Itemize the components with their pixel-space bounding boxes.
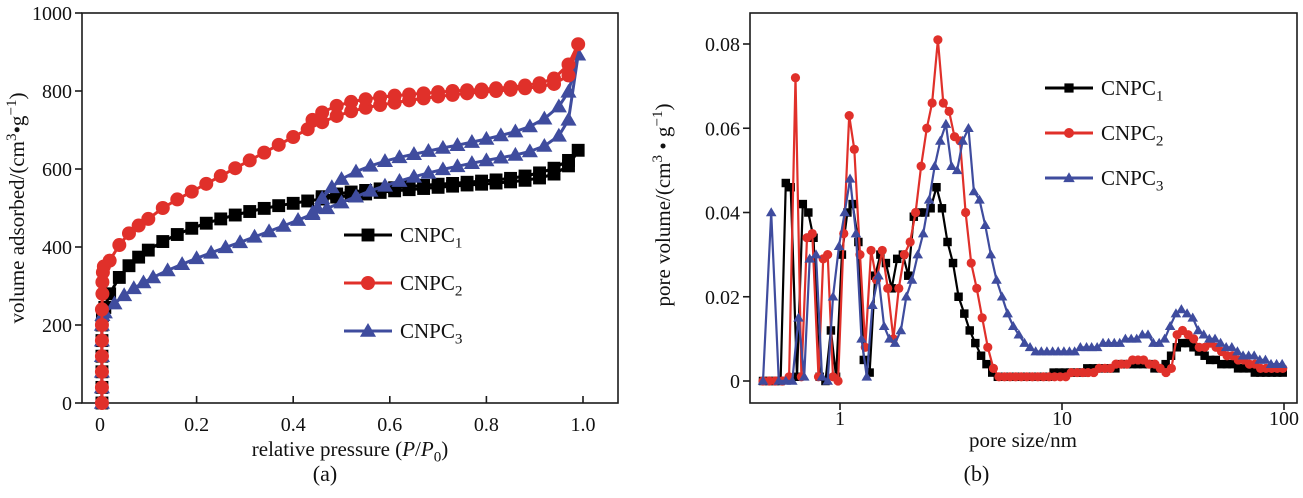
y-tick-label-a: 600 bbox=[42, 159, 72, 181]
series-CNPC3-b bbox=[757, 118, 1288, 385]
x-tick-label-a: 1.0 bbox=[571, 414, 596, 436]
y-axis-b: 0 0.02 0.04 0.06 0.08 bbox=[705, 34, 750, 393]
y-tick-label-b: 0.08 bbox=[705, 34, 740, 56]
x-axis-title-b: pore size/nm bbox=[969, 428, 1077, 452]
series-CNPC2-a bbox=[94, 37, 586, 410]
y-axis-title-a: volume adsorbed/(cm3•g−1) bbox=[4, 92, 29, 323]
legend-label-CNPC3-a: CNPC3 bbox=[400, 319, 462, 347]
y-tick-label-a: 1000 bbox=[32, 3, 72, 25]
legend-label-CNPC3-b: CNPC3 bbox=[1101, 166, 1163, 194]
panel-adsorption-isotherms: 0 0.2 0.4 0.6 0.8 1.0 0 200 400 600 800 1000 relativ… bbox=[0, 0, 650, 498]
pore-size-distribution-chart: 1 10 100 0 0.02 0.04 0.06 0.08 pore size/nm pore … bbox=[650, 12, 1299, 452]
caption-b: (b) bbox=[963, 461, 990, 486]
legend-b: CNPC1 CNPC2 CNPC3 bbox=[1045, 76, 1163, 194]
series-CNPC3-a bbox=[93, 46, 587, 409]
x-tick-label-a: 0.2 bbox=[184, 414, 209, 436]
legend-label-CNPC2-a: CNPC2 bbox=[400, 271, 462, 299]
legend-item-CNPC2-a: CNPC2 bbox=[344, 271, 462, 299]
y-tick-label-b: 0.02 bbox=[705, 287, 740, 309]
y-axis-a: 0 200 400 600 800 1000 bbox=[32, 3, 82, 415]
x-tick-label-b: 100 bbox=[1269, 408, 1299, 430]
y-tick-label-b: 0.04 bbox=[705, 203, 740, 225]
y-axis-title-b: pore volume/(cm3 • g−1) bbox=[650, 103, 675, 306]
panel-pore-size-distribution: 1 10 100 0 0.02 0.04 0.06 0.08 pore size/nm pore … bbox=[650, 0, 1303, 498]
legend-item-CNPC3-a: CNPC3 bbox=[344, 319, 462, 347]
y-tick-label-a: 400 bbox=[42, 237, 72, 259]
y-tick-label-b: 0.06 bbox=[705, 118, 740, 140]
x-tick-label-a: 0.6 bbox=[377, 414, 402, 436]
x-tick-label-b: 10 bbox=[1052, 408, 1072, 430]
legend-label-CNPC1-a: CNPC1 bbox=[400, 223, 462, 251]
x-tick-label-a: 0.8 bbox=[474, 414, 499, 436]
adsorption-isotherm-chart: 0 0.2 0.4 0.6 0.8 1.0 0 200 400 600 800 1000 relativ… bbox=[4, 3, 619, 465]
legend-item-CNPC2-b: CNPC2 bbox=[1045, 121, 1163, 149]
series-CNPC1-b bbox=[758, 178, 1287, 386]
legend-item-CNPC1-b: CNPC1 bbox=[1045, 76, 1163, 104]
x-axis-b: 1 10 100 bbox=[835, 403, 1299, 430]
x-axis-a: 0 0.2 0.4 0.6 0.8 1.0 bbox=[95, 396, 596, 436]
x-tick-label-a: 0.4 bbox=[281, 414, 306, 436]
y-tick-label-a: 200 bbox=[42, 315, 72, 337]
legend-label-CNPC1-b: CNPC1 bbox=[1101, 76, 1163, 104]
y-tick-label-b: 0 bbox=[730, 371, 740, 393]
x-tick-label-b: 1 bbox=[835, 408, 845, 430]
plot-area-a bbox=[81, 12, 619, 404]
legend-item-CNPC3-b: CNPC3 bbox=[1045, 166, 1163, 194]
legend-a: CNPC1 CNPC2 CNPC3 bbox=[344, 223, 462, 347]
y-tick-label-a: 800 bbox=[42, 81, 72, 103]
legend-label-CNPC2-b: CNPC2 bbox=[1101, 121, 1163, 149]
plot-area-b bbox=[749, 12, 1298, 404]
x-tick-label-a: 0 bbox=[95, 414, 105, 436]
x-axis-title-a: relative pressure (P/P0) bbox=[252, 437, 449, 465]
y-tick-label-a: 0 bbox=[62, 393, 72, 415]
caption-a: (a) bbox=[312, 461, 338, 486]
legend-item-CNPC1-a: CNPC1 bbox=[344, 223, 462, 251]
